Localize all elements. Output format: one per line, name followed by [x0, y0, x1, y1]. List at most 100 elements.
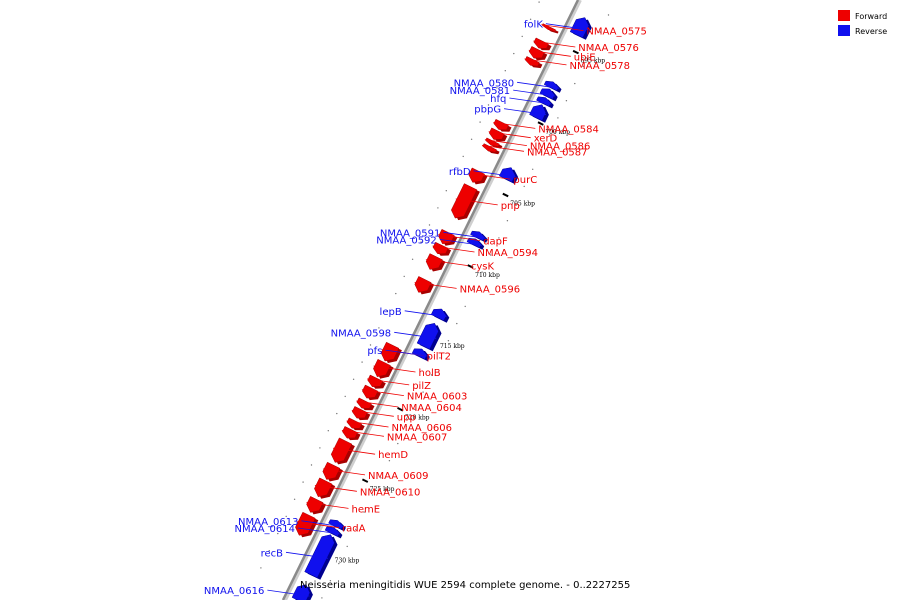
gene-label-NMAA_0587[interactable]: NMAA_0587: [527, 147, 588, 158]
gene-label-NMAA_0586[interactable]: NMAA_0586: [530, 142, 591, 153]
legend-forward-swatch: [838, 10, 850, 21]
gene-label-NMAA_0580[interactable]: NMAA_0580: [454, 78, 515, 89]
tick-mark: [502, 192, 509, 198]
gene-label-NMAA_0607[interactable]: NMAA_0607: [387, 432, 448, 443]
guide-dot: [380, 477, 382, 479]
guide-dot: [607, 14, 610, 16]
gene-label-NMAA_0581[interactable]: NMAA_0581: [450, 86, 511, 97]
guide-dot: [462, 155, 464, 158]
gene-label-holB[interactable]: holB: [419, 368, 441, 379]
gene-label-xerD[interactable]: xerD: [534, 134, 558, 145]
gene-holB[interactable]: [373, 358, 394, 379]
gene-leader-line: [545, 23, 588, 31]
guide-dot: [481, 271, 483, 273]
gene-NMAA_0606[interactable]: [346, 417, 365, 431]
gene-label-NMAA_0610[interactable]: NMAA_0610: [360, 487, 421, 498]
gene-label-dapF[interactable]: dapF: [483, 237, 508, 248]
gene-radA[interactable]: [295, 511, 319, 538]
gene-leader-line: [513, 89, 556, 97]
gene-NMAA_0609[interactable]: [322, 461, 343, 482]
gene-label-folK[interactable]: folK: [524, 20, 543, 31]
gene-label-radA[interactable]: radA: [342, 524, 366, 535]
gene-leader-line: [297, 527, 341, 535]
guide-dot: [428, 224, 431, 226]
guide-dot: [591, 48, 593, 50]
gene-leader-line: [473, 170, 516, 178]
gene-label-ubiE[interactable]: ubiE: [574, 52, 596, 63]
gene-label-NMAA_0606[interactable]: NMAA_0606: [392, 423, 453, 434]
gene-cysK[interactable]: [425, 253, 446, 272]
gene-label-recB[interactable]: recB: [261, 548, 284, 559]
gene-pilT2[interactable]: [380, 341, 402, 363]
gene-label-pfs[interactable]: pfs: [367, 346, 382, 357]
gene-label-hfq[interactable]: hfq: [490, 94, 506, 105]
guide-dot: [439, 357, 441, 359]
guide-dot: [344, 395, 346, 398]
gene-label-NMAA_0598[interactable]: NMAA_0598: [331, 328, 392, 339]
gene-label-NMAA_0604[interactable]: NMAA_0604: [401, 403, 462, 414]
gene-label-NMAA_0609[interactable]: NMAA_0609: [368, 471, 429, 482]
gene-dapF[interactable]: [438, 228, 458, 246]
gene-label-NMAA_0596[interactable]: NMAA_0596: [460, 284, 521, 295]
guide-dot: [447, 340, 450, 342]
gene-leader-line: [333, 447, 376, 455]
guide-dot: [565, 100, 568, 102]
gene-NMAA_0604[interactable]: [356, 397, 375, 411]
gene-label-NMAA_0584[interactable]: NMAA_0584: [538, 124, 599, 135]
gene-recB[interactable]: [304, 534, 338, 580]
gene-label-pilZ[interactable]: pilZ: [412, 381, 431, 392]
gene-label-NMAA_0613[interactable]: NMAA_0613: [238, 517, 299, 528]
gene-rfbD[interactable]: [498, 167, 519, 185]
gene-label-rfbD[interactable]: rfbD: [449, 167, 471, 178]
gene-NMAA_0584[interactable]: [493, 118, 512, 132]
gene-label-NMAA_0614[interactable]: NMAA_0614: [234, 524, 295, 535]
gene-label-NMAA_0578[interactable]: NMAA_0578: [570, 61, 631, 72]
gene-label-pbpG[interactable]: pbpG: [474, 105, 501, 116]
gene-NMAA_0610[interactable]: [314, 477, 336, 499]
gene-label-NMAA_0616[interactable]: NMAA_0616: [204, 586, 265, 597]
gene-leader-line: [528, 49, 571, 57]
gene-label-NMAA_0592[interactable]: NMAA_0592: [376, 235, 437, 246]
guide-dot: [414, 408, 416, 410]
gene-label-pilT2[interactable]: pilT2: [427, 352, 451, 363]
gene-leader-line: [432, 245, 475, 253]
gene-leader-line: [394, 331, 437, 339]
gene-block: [314, 477, 333, 497]
gene-label-NMAA_0575[interactable]: NMAA_0575: [586, 27, 647, 38]
guide-dot: [456, 322, 458, 325]
gene-lepB[interactable]: [430, 308, 450, 323]
gene-label-NMAA_0591[interactable]: NMAA_0591: [380, 228, 441, 239]
gene-pilZ[interactable]: [367, 374, 386, 389]
gene-block: [380, 341, 400, 362]
gene-label-hemD[interactable]: hemD: [378, 450, 408, 461]
gene-NMAA_0616[interactable]: [291, 584, 313, 600]
gene-purC[interactable]: [468, 167, 488, 185]
gene-hemD[interactable]: [330, 437, 355, 465]
guide-dot: [302, 481, 304, 483]
guide-dot: [420, 241, 422, 243]
gene-folK[interactable]: [569, 17, 592, 40]
gene-label-upp[interactable]: upp: [397, 412, 416, 423]
gene-hemE[interactable]: [306, 496, 327, 515]
legend-forward-label: Forward: [855, 12, 887, 21]
gene-label-cysK[interactable]: cysK: [471, 262, 495, 273]
gene-label-purC[interactable]: purC: [513, 175, 537, 186]
gene-pnp[interactable]: [451, 183, 480, 221]
gene-NMAA_0578[interactable]: [524, 56, 543, 69]
gene-pfs[interactable]: [411, 348, 430, 362]
gene-block: [493, 118, 509, 131]
gene-label-lepB[interactable]: lepB: [380, 307, 402, 318]
tick-mark: [572, 49, 579, 55]
tick-mark: [537, 121, 544, 126]
gene-block: [543, 80, 559, 92]
gene-NMAA_0598[interactable]: [416, 323, 442, 352]
gene-label-NMAA_0576[interactable]: NMAA_0576: [578, 43, 639, 54]
gene-label-hemE[interactable]: hemE: [352, 504, 381, 515]
gene-NMAA_0596[interactable]: [414, 276, 435, 295]
gene-NMAA_0576[interactable]: [533, 37, 552, 51]
gene-label-NMAA_0603[interactable]: NMAA_0603: [407, 392, 468, 403]
gene-pbpG[interactable]: [529, 104, 549, 123]
gene-label-NMAA_0594[interactable]: NMAA_0594: [478, 248, 539, 259]
gene-NMAA_0581[interactable]: [539, 88, 558, 102]
gene-label-pnp[interactable]: pnp: [501, 201, 520, 212]
